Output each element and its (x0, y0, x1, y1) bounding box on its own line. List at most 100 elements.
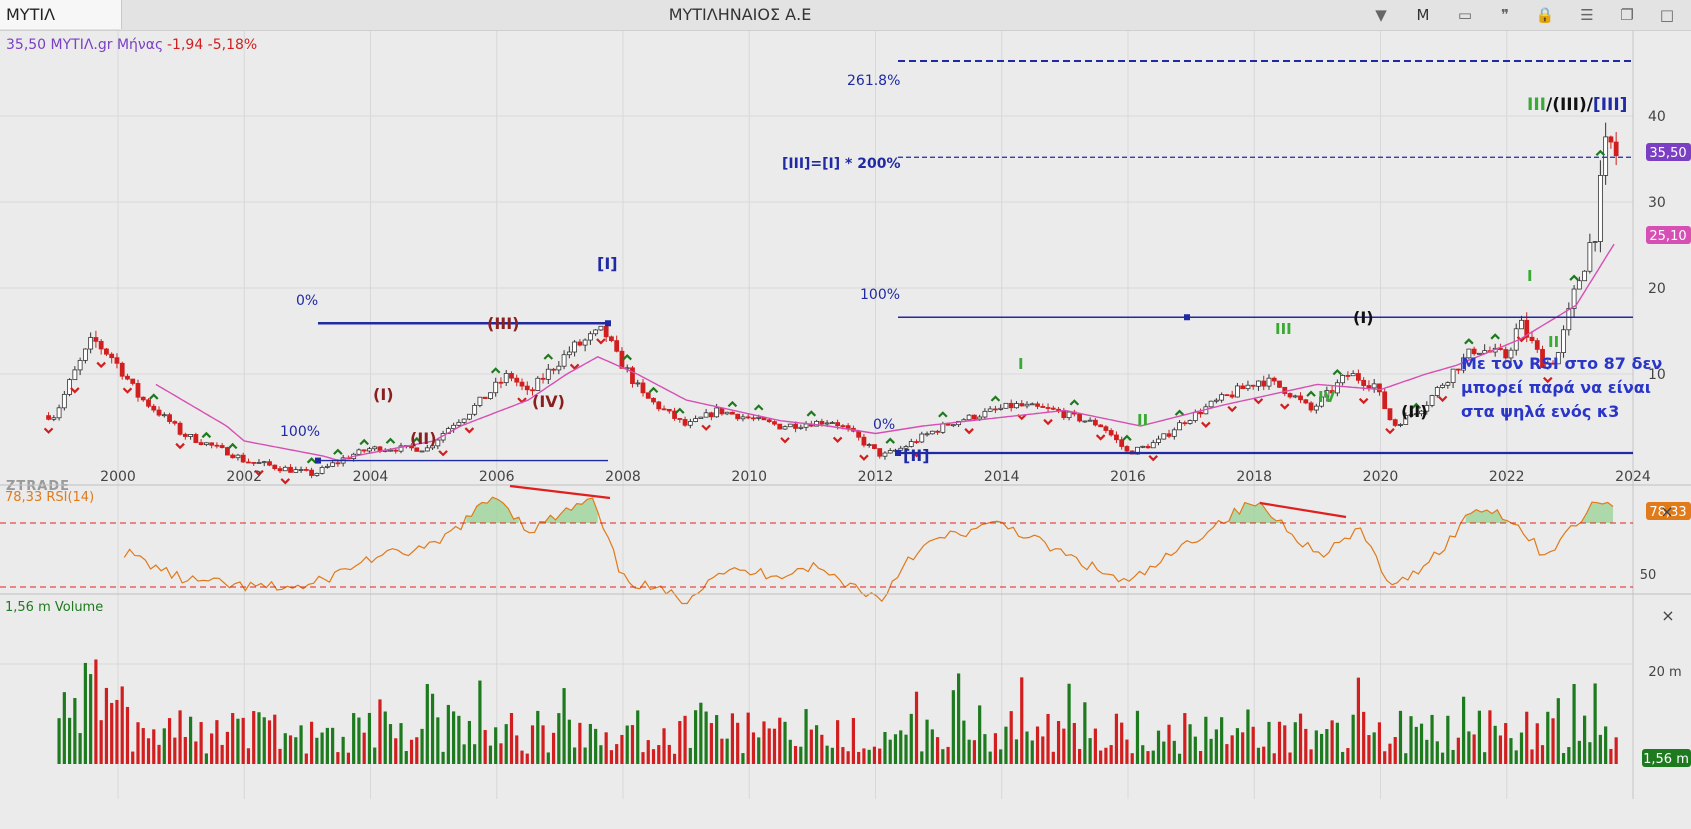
trough-down-arrow (701, 424, 711, 431)
fib-label-0-left: 0% (296, 293, 318, 309)
candle-body (1582, 270, 1588, 282)
volume-bar (1504, 723, 1508, 764)
candle-body (466, 413, 472, 420)
menu-icon[interactable]: ☰ (1580, 6, 1594, 24)
volume-bar (1414, 726, 1418, 764)
volume-bar (1377, 722, 1382, 764)
candle-body (703, 412, 709, 418)
candle-body (735, 413, 741, 420)
volume-bar (1309, 749, 1313, 764)
symbol-input[interactable]: ΜΥΤΙΛ (0, 0, 122, 29)
volume-bar (1099, 750, 1103, 764)
volume-bar (841, 747, 845, 764)
time-tick-label: 2016 (1110, 469, 1146, 485)
candle-body (1119, 439, 1125, 447)
volume-bar (657, 745, 661, 764)
fibonacci-lines (315, 59, 1633, 464)
candle-body (419, 450, 425, 453)
comment-icon[interactable]: ❞ (1500, 6, 1510, 24)
maximize-icon[interactable]: □ (1659, 6, 1675, 24)
candle-body (1524, 319, 1530, 338)
volume-bar (757, 737, 761, 764)
candle-body (587, 333, 593, 341)
volume-bar (1346, 748, 1350, 764)
candle-body (1440, 384, 1445, 388)
peak-up-arrow (675, 407, 685, 414)
volume-bar (715, 715, 719, 764)
candle-body (151, 405, 157, 411)
rsi-close-icon[interactable]: × (1660, 502, 1673, 521)
candle-body (493, 381, 499, 394)
candle-body (824, 422, 830, 425)
period-button[interactable]: M (1416, 6, 1430, 24)
fib-anchor-point (895, 450, 901, 456)
candle-body (98, 340, 104, 350)
volume-bar (941, 749, 945, 764)
volume-bar (546, 752, 550, 764)
volume-bar (162, 728, 166, 764)
candle-body (1266, 377, 1272, 387)
volume-bar (1614, 737, 1618, 764)
volume-bar (1209, 738, 1213, 764)
candle-body (1077, 413, 1083, 422)
lock-icon[interactable]: 🔒 (1535, 6, 1555, 24)
save-icon[interactable]: ▭ (1457, 6, 1473, 24)
candle-body (1313, 405, 1319, 411)
candle-body (1377, 383, 1382, 393)
chart-area[interactable]: 35,50 ΜΥΤΙΛ.gr Μήνας -1,94 -5,18% ZTRADE… (0, 31, 1691, 829)
candle-body (93, 337, 99, 342)
volume-bar (988, 751, 992, 764)
candle-body (724, 411, 730, 415)
volume-bar (709, 723, 713, 764)
rsi-legend: 78,33 RSI(14) (5, 490, 94, 505)
peak-arrows (43, 149, 1606, 485)
candle-body (635, 382, 641, 385)
trough-down-arrow (832, 436, 843, 443)
time-tick-label: 2020 (1363, 469, 1399, 485)
candle-body (1092, 419, 1098, 426)
volume-bar (1204, 716, 1208, 764)
volume-bar (362, 732, 366, 764)
candle-body (861, 436, 867, 446)
volume-bar (210, 733, 214, 764)
candle-body (140, 396, 146, 401)
candle-body (130, 378, 136, 384)
volume-bar (273, 714, 277, 764)
candle-body (787, 423, 793, 428)
candle-body (330, 462, 336, 467)
volume-bar (278, 748, 282, 764)
volume-bar (1241, 732, 1245, 764)
candle-body (514, 377, 520, 383)
candle-body (872, 444, 877, 449)
volume-bar (878, 748, 882, 764)
peak-up-arrow (1464, 338, 1474, 345)
candle-body (693, 418, 698, 422)
volume-bar (420, 728, 424, 764)
price-tick-label: 40 (1648, 109, 1666, 125)
candle-body (740, 416, 746, 420)
volume-close-icon[interactable]: × (1661, 606, 1674, 625)
volume-bar (515, 735, 519, 764)
candle-body (451, 424, 457, 429)
candle-body (472, 405, 478, 415)
candle-body (1329, 390, 1335, 394)
volume-bar (1583, 715, 1587, 764)
candle-body (1008, 402, 1014, 409)
peak-up-arrow (359, 438, 369, 446)
volume-bar (115, 699, 119, 764)
candle-body (219, 445, 225, 448)
volume-bar (1472, 734, 1476, 764)
volume-bar (920, 751, 924, 764)
volume-bar (746, 712, 750, 764)
candle-body (509, 373, 514, 379)
volume-bar (1030, 740, 1034, 764)
volume-bar (1388, 743, 1392, 764)
candle-body (88, 337, 94, 350)
volume-bar (1425, 739, 1429, 764)
candle-body (756, 416, 762, 419)
volume-bar (814, 725, 819, 764)
chevron-down-icon[interactable]: ▼ (1375, 6, 1387, 24)
restore-icon[interactable]: ❐ (1620, 6, 1634, 24)
candle-body (1529, 336, 1535, 342)
candle-body (146, 399, 151, 407)
